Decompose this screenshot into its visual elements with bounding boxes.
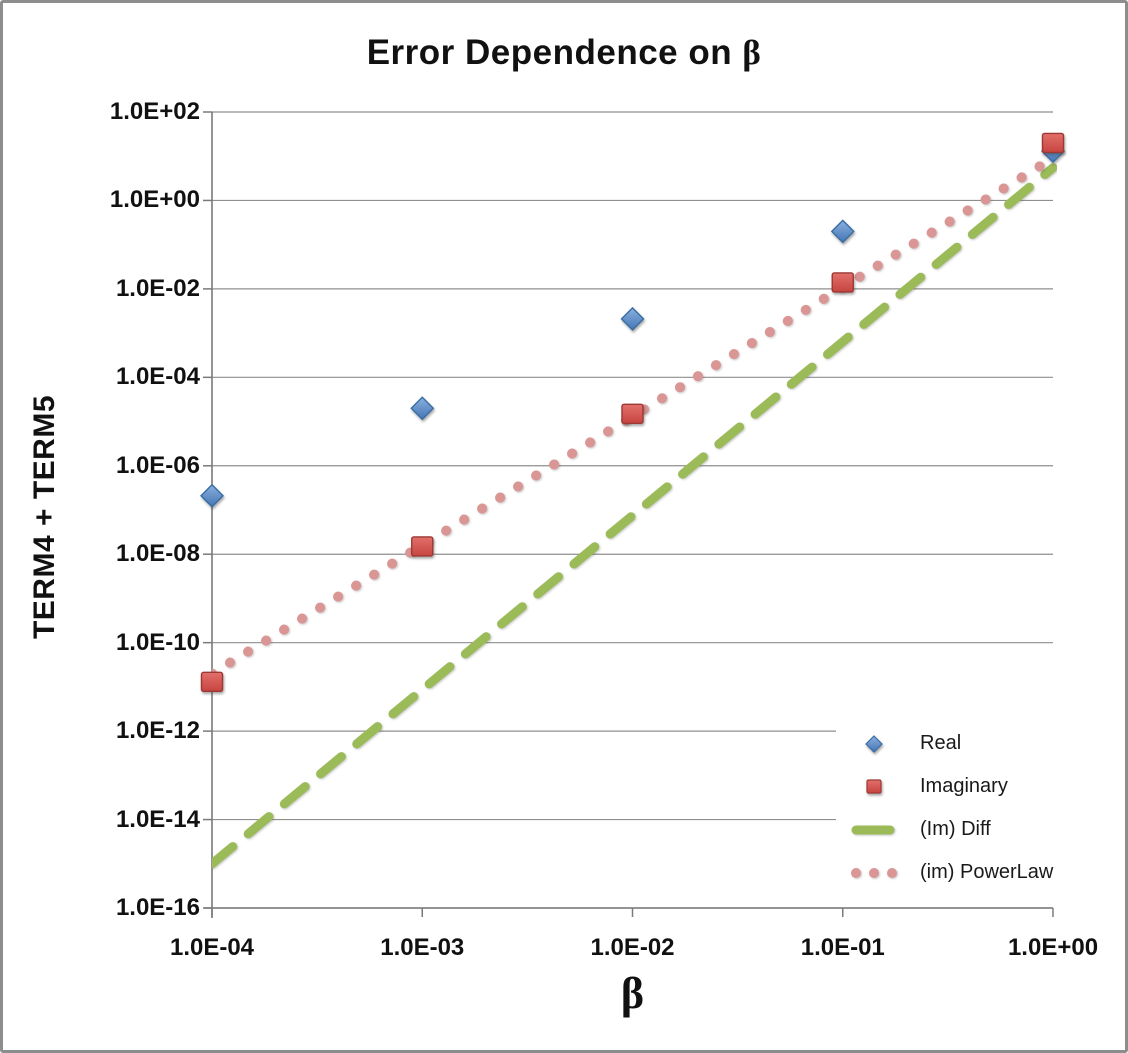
legend-label: Imaginary [920,775,1008,797]
y-tick-label: 1.0E+00 [109,186,200,214]
y-tick-label: 1.0E-14 [115,805,200,833]
legend-item-real: Real [836,722,1088,765]
y-tick-label: 1.0E-10 [115,628,200,656]
legend-item-imaginary: Imaginary [836,765,1088,808]
square-legend-marker-icon [836,774,912,800]
x-axis-title: β [620,969,645,1018]
dots-legend-marker-icon [836,860,912,886]
legend-item--im-powerlaw: (im) PowerLaw [836,851,1088,894]
chart-title: Error Dependence on β [366,33,762,72]
x-tick-label: 1.0E-02 [590,934,675,961]
x-tick-label: 1.0E+00 [1007,934,1099,961]
y-tick-label: 1.0E-08 [115,540,200,568]
x-tick-label: 1.0E-03 [380,934,465,961]
legend-label: (im) PowerLaw [920,861,1054,883]
y-tick-label: 1.0E-12 [115,717,200,745]
y-tick-label: 1.0E+02 [109,98,200,125]
legend: Real Imaginary (Im) Diff (im) PowerLaw [836,720,1088,896]
y-tick-label: 1.0E-16 [115,894,200,921]
x-tick-label: 1.0E-04 [169,934,255,961]
series-real [200,139,1065,508]
powerlaw-trend-line [212,153,1057,679]
x-tick-label: 1.0E-01 [800,934,885,961]
y-tick-label: 1.0E-02 [115,274,200,302]
diff-trend-line [212,163,1057,869]
y-tick-label: 1.0E-06 [115,451,200,479]
series-imaginary [200,132,1065,693]
diamond-legend-marker-icon [836,731,912,757]
legend-item--im-diff: (Im) Diff [836,808,1088,851]
legend-label: Real [920,732,962,754]
y-tick-label: 1.0E-04 [115,363,200,391]
dash-legend-marker-icon [836,817,912,843]
legend-label: (Im) Diff [920,818,991,840]
